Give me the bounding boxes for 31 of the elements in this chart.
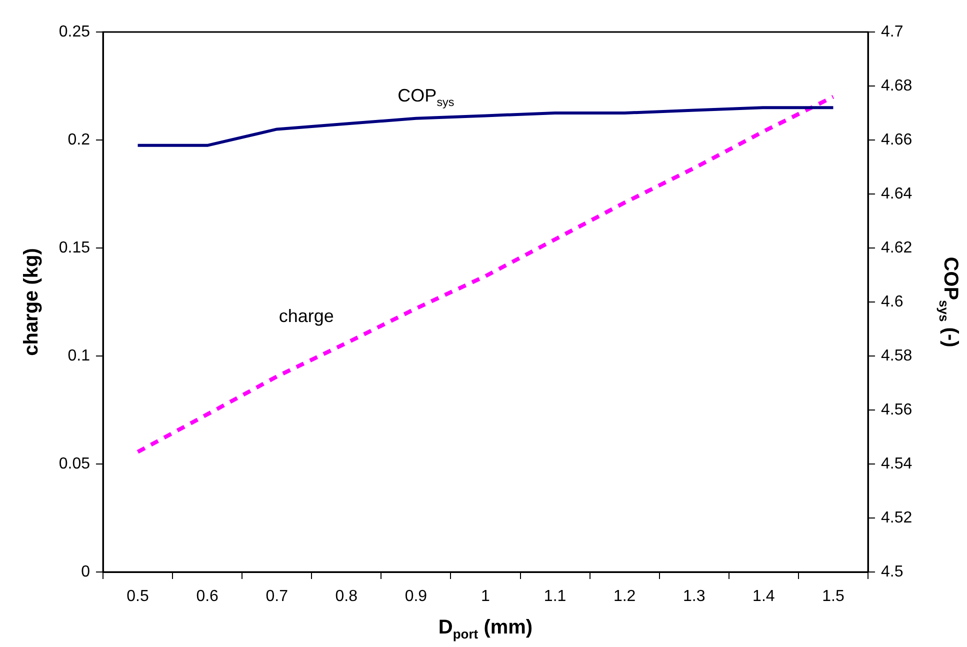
y-tick-label: 0.2 bbox=[68, 131, 90, 148]
y2-tick-label: 4.56 bbox=[881, 401, 912, 418]
series-label: charge bbox=[278, 306, 334, 326]
y-tick-label: 0 bbox=[81, 563, 90, 580]
x-tick-label: 0.9 bbox=[404, 588, 428, 606]
x-tick-label: 0.7 bbox=[266, 588, 288, 606]
y2-tick-label: 4.7 bbox=[881, 23, 904, 40]
x-tick-label: 0.5 bbox=[126, 588, 149, 606]
x-tick-label: 1.4 bbox=[752, 588, 775, 606]
x-tick-label: 1.5 bbox=[822, 588, 844, 606]
y-tick-label: 0.25 bbox=[58, 23, 90, 40]
y2-tick-label: 4.64 bbox=[881, 185, 912, 202]
x-tick-label: 0.6 bbox=[196, 588, 219, 606]
y2-tick-label: 4.62 bbox=[881, 239, 912, 256]
x-tick-label: 1.1 bbox=[544, 588, 566, 606]
y2-tick-label: 4.52 bbox=[881, 509, 912, 526]
y2-tick-label: 4.54 bbox=[881, 455, 912, 472]
x-tick-label: 1 bbox=[481, 588, 490, 606]
y2-axis-title: COPsys (-) bbox=[936, 256, 962, 348]
y-axis-title: charge (kg) bbox=[20, 248, 43, 356]
x-tick-label: 1.3 bbox=[683, 588, 706, 606]
x-tick-label: 0.8 bbox=[335, 588, 358, 606]
x-tick-label: 1.2 bbox=[613, 588, 636, 606]
y2-tick-label: 4.6 bbox=[881, 293, 904, 310]
y2-tick-label: 4.58 bbox=[881, 347, 912, 364]
y-tick-label: 0.1 bbox=[68, 347, 90, 364]
y-tick-label: 0.05 bbox=[58, 455, 90, 472]
y-tick-label: 0.15 bbox=[58, 239, 90, 256]
y2-tick-label: 4.66 bbox=[881, 131, 912, 148]
y2-tick-label: 4.68 bbox=[881, 77, 912, 94]
y2-tick-label: 4.5 bbox=[881, 563, 904, 580]
